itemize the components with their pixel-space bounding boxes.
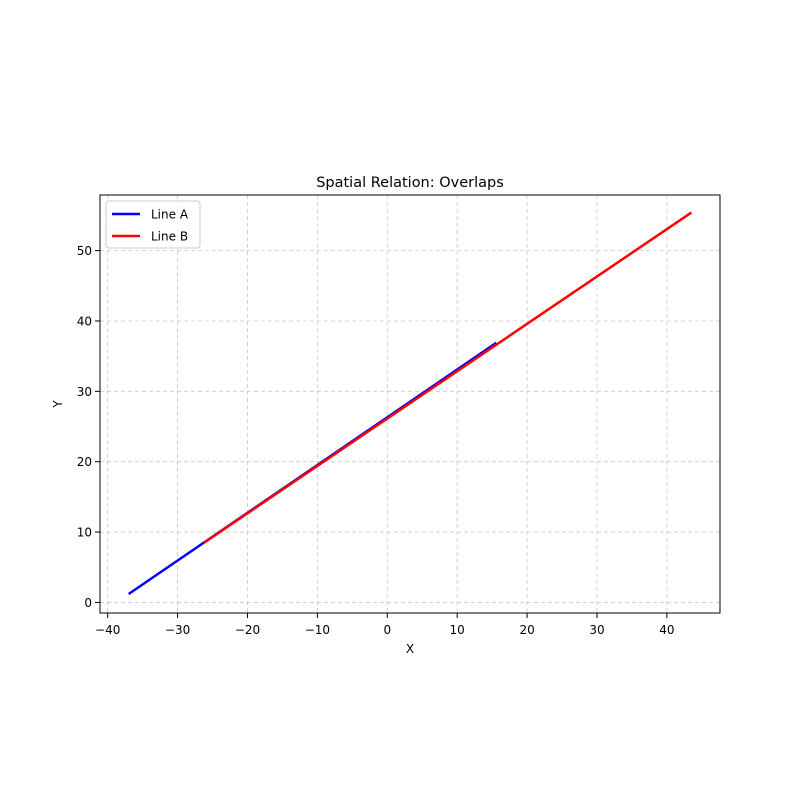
x-axis: −40 −30 −20 −10 0 10 20 30 40 [95,613,675,637]
x-axis-label: X [406,642,414,656]
y-tick-label: 20 [77,455,92,469]
y-axis-label: Y [51,400,65,409]
grid [100,195,720,613]
x-tick-label: 20 [519,623,534,637]
x-tick-label: 40 [659,623,674,637]
x-tick-label: −30 [165,623,190,637]
x-tick-label: −40 [95,623,120,637]
legend-label-line-b: Line B [151,230,188,244]
x-tick-label: −20 [235,623,260,637]
y-tick-label: 0 [84,596,92,610]
y-tick-label: 10 [77,526,92,540]
legend: Line A Line B [105,200,201,249]
legend-label-line-a: Line A [151,208,189,222]
x-tick-label: 0 [383,623,391,637]
x-tick-label: 10 [450,623,465,637]
y-tick-label: 40 [77,314,92,328]
plot-lines [127,211,693,596]
y-tick-label: 50 [77,244,92,258]
y-tick-label: 30 [77,385,92,399]
y-axis: 0 10 20 30 40 50 [77,244,100,610]
chart-title: Spatial Relation: Overlaps [316,175,504,191]
x-tick-label: 30 [589,623,604,637]
series-line-line-b [203,211,693,544]
x-tick-label: −10 [305,623,330,637]
plot-frame [99,194,721,614]
